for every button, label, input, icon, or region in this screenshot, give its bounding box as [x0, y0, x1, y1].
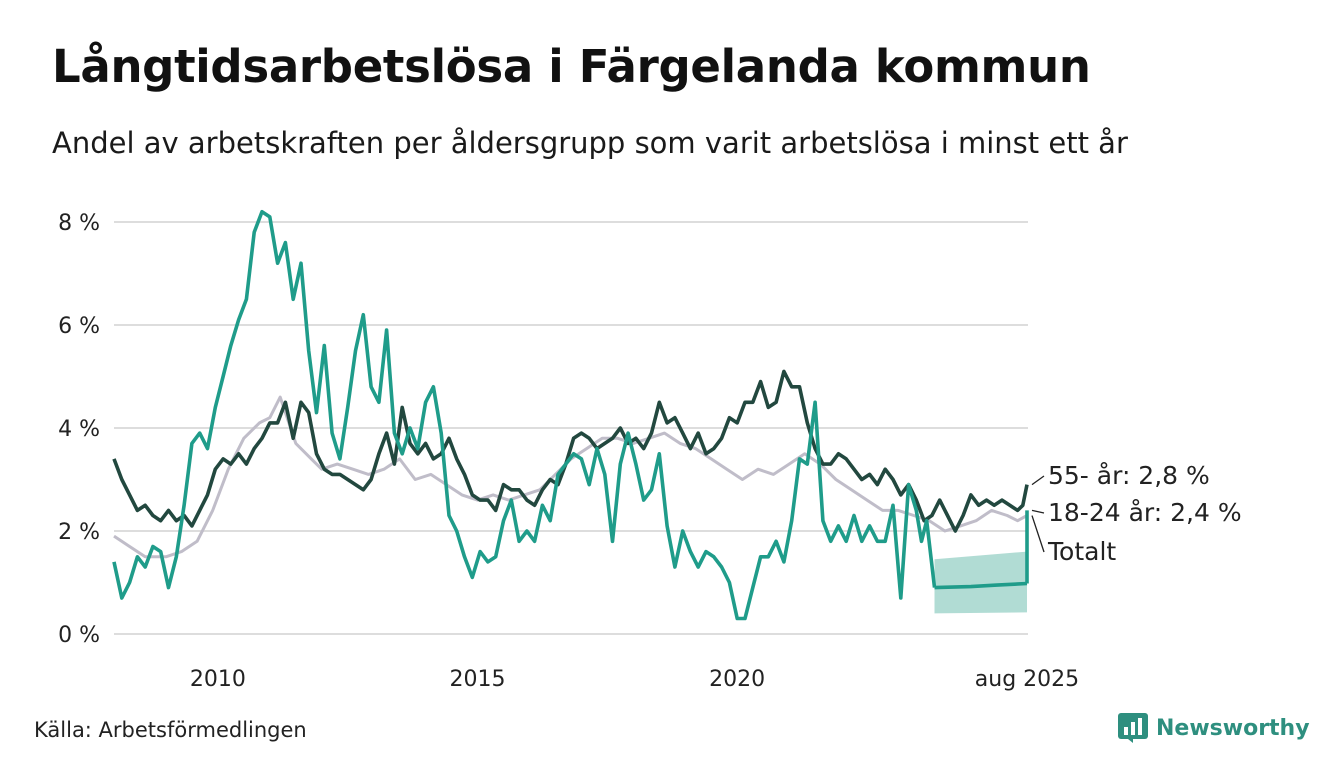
- x-tick-label: 2015: [450, 667, 506, 692]
- forecast-band: [934, 551, 1027, 614]
- forecast-line: [934, 581, 1028, 590]
- brand-chart-icon: [1118, 713, 1148, 743]
- brand-name: Newsworthy: [1156, 715, 1310, 741]
- x-tick-label: 2020: [709, 667, 765, 692]
- brand-logo[interactable]: Newsworthy: [1118, 713, 1310, 743]
- x-tick-label: 2010: [190, 667, 246, 692]
- leader-line: [1031, 515, 1045, 553]
- chart-subtitle: Andel av arbetskraften per åldersgrupp s…: [52, 126, 1128, 160]
- end-label-age_55: 55- år: 2,8 %: [1048, 461, 1210, 490]
- y-tick-label: 8 %: [58, 211, 100, 236]
- y-tick-label: 2 %: [58, 520, 100, 545]
- leader-line: [1031, 509, 1045, 514]
- leader-line: [1031, 475, 1045, 486]
- source-note: Källa: Arbetsförmedlingen: [34, 718, 307, 742]
- y-tick-label: 4 %: [58, 417, 100, 442]
- end-label-totalt: Totalt: [1047, 537, 1116, 566]
- x-tick-label: aug 2025: [975, 667, 1079, 692]
- series-line-age_18_24: [112, 209, 937, 621]
- y-tick-label: 0 %: [58, 623, 100, 648]
- chart-title: Långtidsarbetslösa i Färgelanda kommun: [52, 40, 1091, 93]
- series-line-age_55: [112, 369, 1029, 533]
- y-tick-label: 6 %: [58, 314, 100, 339]
- end-label-age_18_24: 18-24 år: 2,4 %: [1048, 498, 1242, 527]
